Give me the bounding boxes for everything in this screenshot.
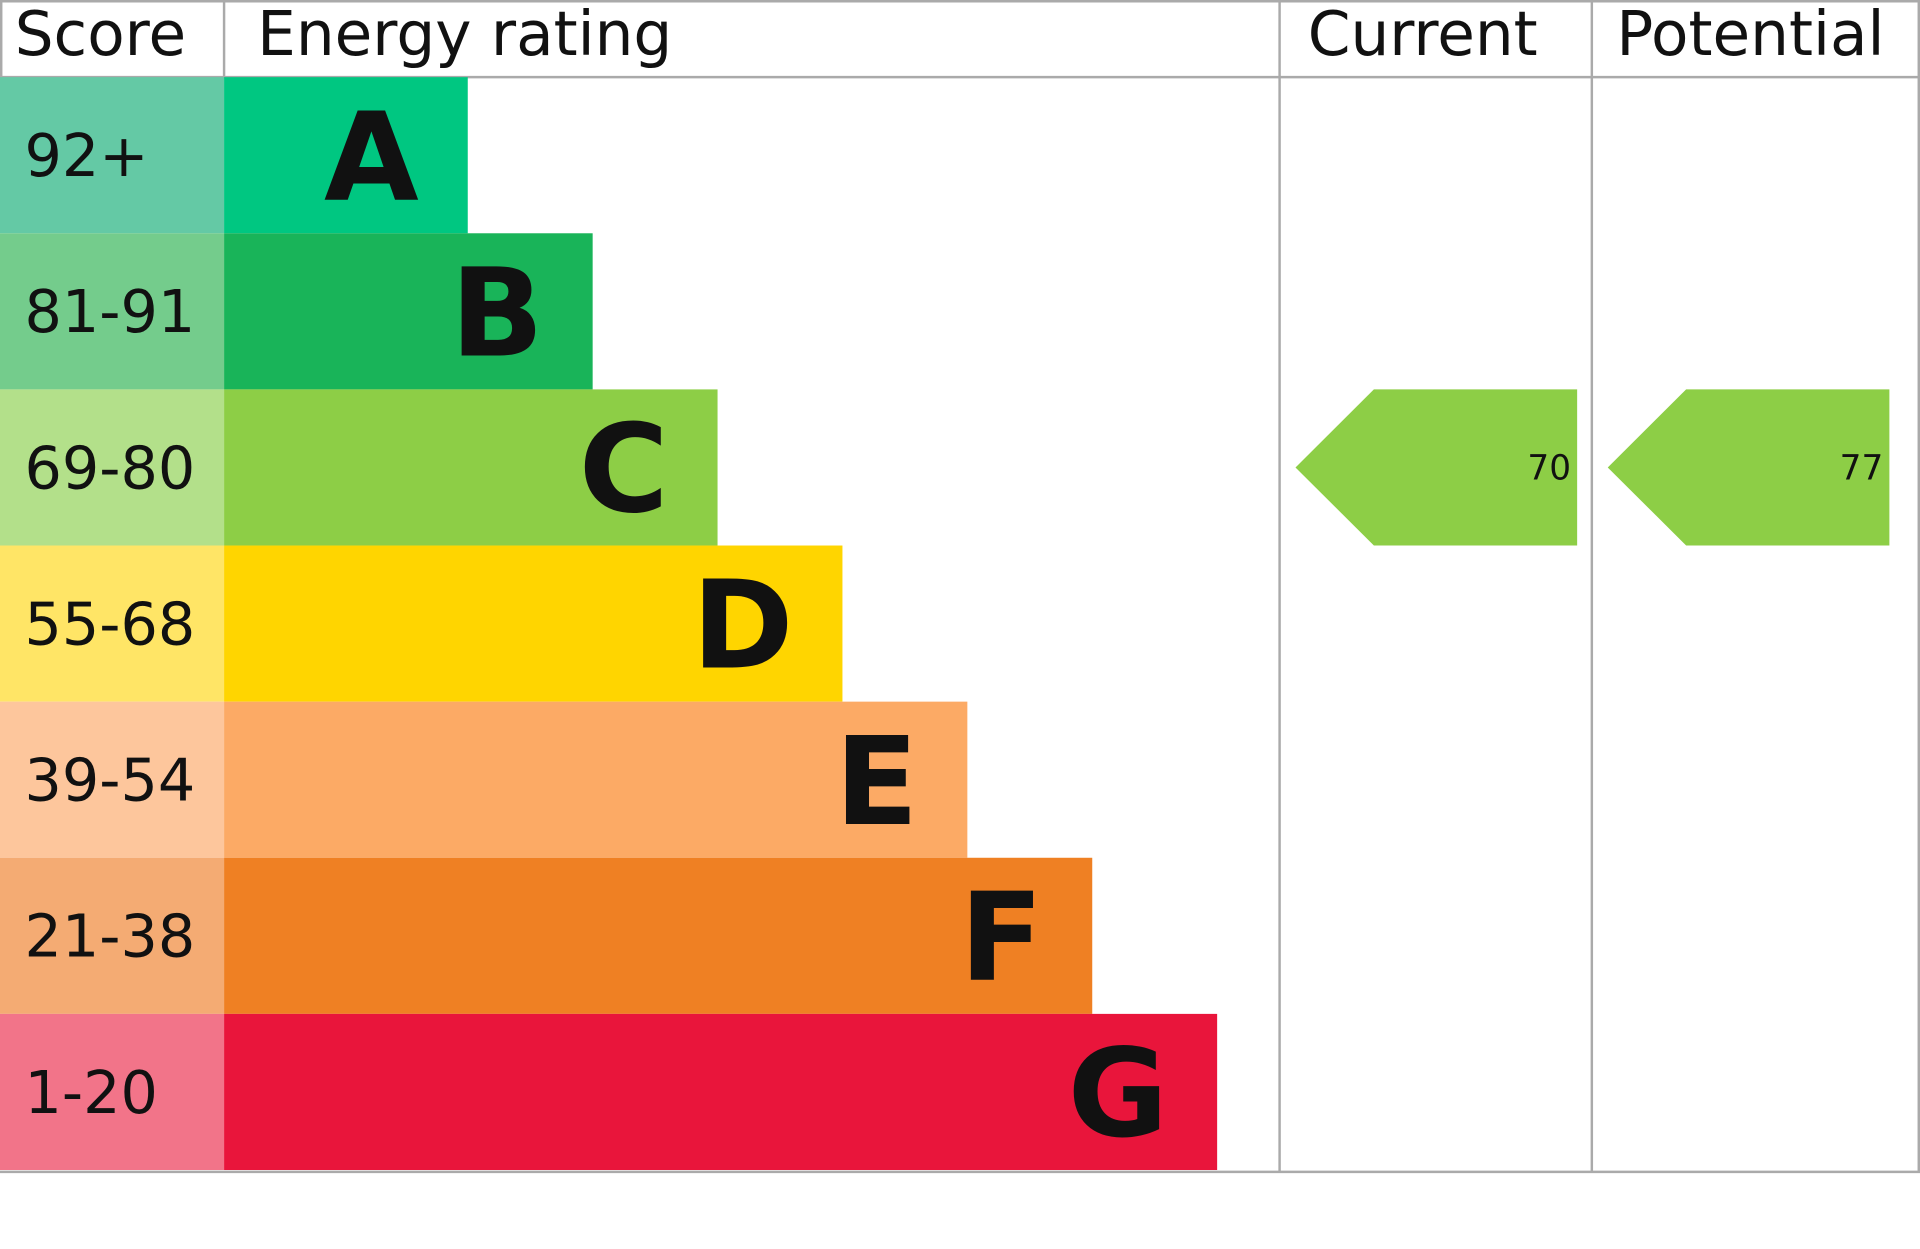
header-score: Score (15, 0, 186, 70)
rating-bar (224, 1013, 1218, 1171)
score-cell (0, 77, 225, 234)
potential-value: 77 (1840, 449, 1884, 489)
score-range: 92+ (24, 121, 148, 190)
score-range: 55-68 (24, 589, 195, 658)
rating-letter: D (692, 554, 794, 697)
rating-letter: C (579, 398, 669, 541)
score-cell (0, 701, 225, 858)
rating-bar (224, 233, 593, 390)
score-range: 69-80 (24, 433, 195, 502)
score-cell (0, 1013, 225, 1171)
rating-bar (224, 77, 468, 234)
potential-arrow (1607, 389, 1890, 546)
rating-bar (224, 389, 718, 546)
score-cell (0, 233, 225, 390)
score-cell (0, 545, 225, 702)
header-potential: Potential (1616, 0, 1884, 70)
header-current: Current (1308, 0, 1538, 70)
rating-letter: E (835, 710, 919, 853)
rating-letter: G (1068, 1022, 1169, 1165)
rating-letter: A (324, 85, 419, 228)
score-range: 21-38 (24, 902, 195, 971)
rating-letter: F (960, 866, 1044, 1009)
score-range: 81-91 (24, 277, 195, 346)
score-range: 1-20 (24, 1058, 157, 1127)
current-arrow (1295, 389, 1578, 546)
current-value: 70 (1527, 449, 1571, 489)
rating-bar (224, 545, 843, 702)
header-rating: Energy rating (257, 0, 672, 70)
score-range: 39-54 (24, 746, 195, 815)
score-cell (0, 389, 225, 546)
score-cell (0, 857, 225, 1014)
rating-bar (224, 701, 968, 858)
rating-bar (224, 857, 1093, 1014)
rating-letter: B (450, 241, 543, 384)
